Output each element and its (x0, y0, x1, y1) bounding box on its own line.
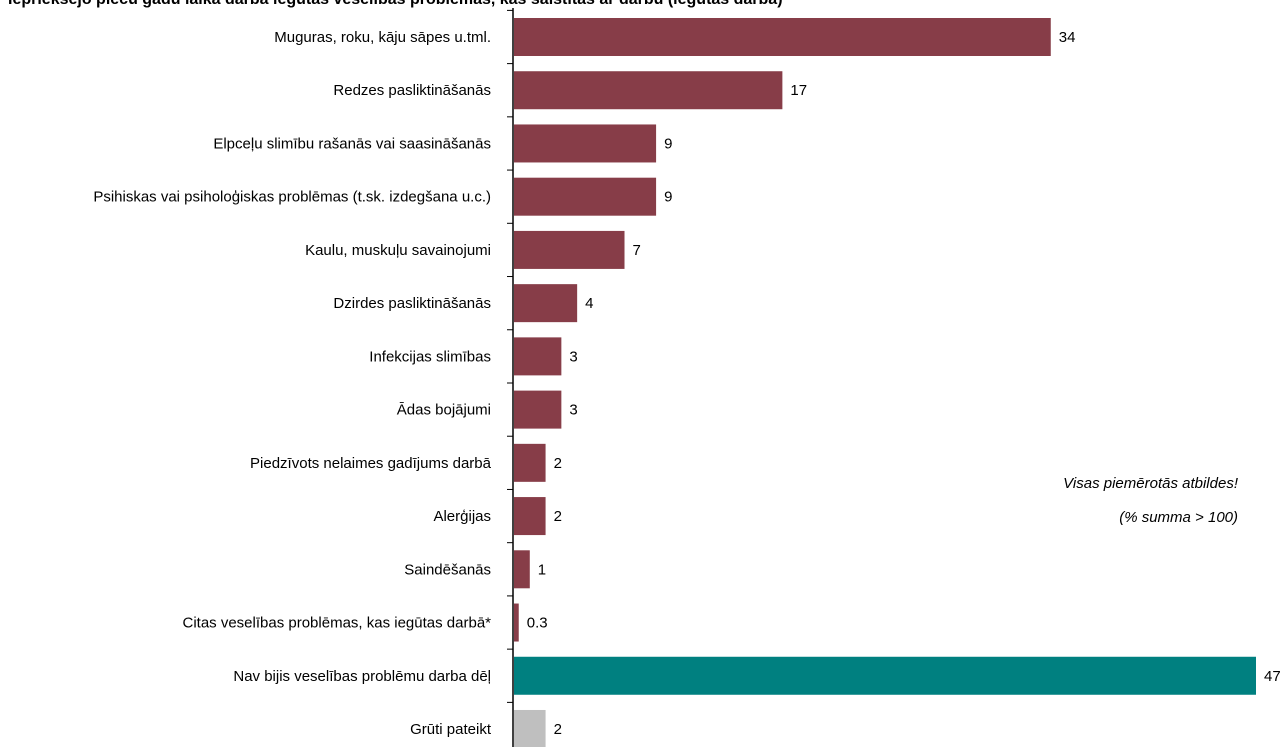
bar (514, 124, 657, 163)
annotation-group: Visas piemērotās atbildes! (% summa > 10… (1063, 475, 1239, 526)
value-label: 9 (664, 189, 672, 206)
value-label: 4 (585, 295, 593, 312)
bar (514, 284, 578, 323)
category-label: Alerģijas (433, 508, 491, 525)
category-label: Muguras, roku, kāju sāpes u.tml. (274, 29, 491, 46)
bar (514, 337, 562, 376)
bar (514, 603, 519, 642)
value-label: 17 (790, 82, 807, 99)
bar (514, 71, 783, 110)
bar (514, 390, 562, 429)
bar (514, 18, 1051, 56)
bar (514, 709, 546, 747)
category-label: Citas veselības problēmas, kas iegūtas d… (183, 615, 492, 632)
category-label: Ādas bojājumi (397, 402, 491, 419)
value-label: 0.3 (527, 615, 548, 632)
bar (514, 497, 546, 536)
value-label: 3 (569, 348, 577, 365)
annotation-line-1: Visas piemērotās atbildes! (1063, 475, 1239, 492)
category-label: Nav bijis veselības problēmu darba dēļ (233, 668, 491, 685)
value-labels-group: 34 17 9 9 7 4 3 3 2 2 1 0.3 47 2 (527, 29, 1281, 738)
category-label: Redzes pasliktināšanās (333, 82, 491, 99)
category-label: Elpceļu slimību rašanās vai saasināšanās (213, 135, 491, 152)
category-label: Kaulu, muskuļu savainojumi (305, 242, 491, 259)
y-axis (507, 8, 514, 747)
annotation-line-2: (% summa > 100) (1119, 509, 1238, 526)
category-label: Psihiskas vai psiholoģiskas problēmas (t… (93, 189, 491, 206)
chart-title: Iepriekšējo piecu gadu laikā darbā iegūt… (8, 0, 783, 8)
bars-group (514, 18, 1256, 747)
value-label: 7 (633, 242, 641, 259)
category-labels-group: Muguras, roku, kāju sāpes u.tml. Redzes p… (93, 29, 492, 738)
category-label: Saindēšanās (404, 561, 491, 578)
value-label: 2 (554, 721, 562, 738)
value-label: 47 (1264, 668, 1281, 685)
category-label: Dzirdes pasliktināšanās (333, 295, 491, 312)
category-label: Grūti pateikt (410, 721, 492, 738)
value-label: 34 (1059, 29, 1076, 46)
category-label: Infekcijas slimības (369, 348, 491, 365)
value-label: 3 (569, 402, 577, 419)
bar (514, 550, 530, 589)
bar (514, 443, 546, 482)
bar (514, 230, 625, 269)
bar (514, 656, 1256, 695)
bar (514, 177, 657, 216)
value-label: 2 (554, 455, 562, 472)
value-label: 1 (538, 561, 546, 578)
category-label: Piedzīvots nelaimes gadījums darbā (250, 455, 492, 472)
value-label: 9 (664, 135, 672, 152)
value-label: 2 (554, 508, 562, 525)
chart-title-group: Iepriekšējo piecu gadu laikā darbā iegūt… (8, 0, 783, 8)
